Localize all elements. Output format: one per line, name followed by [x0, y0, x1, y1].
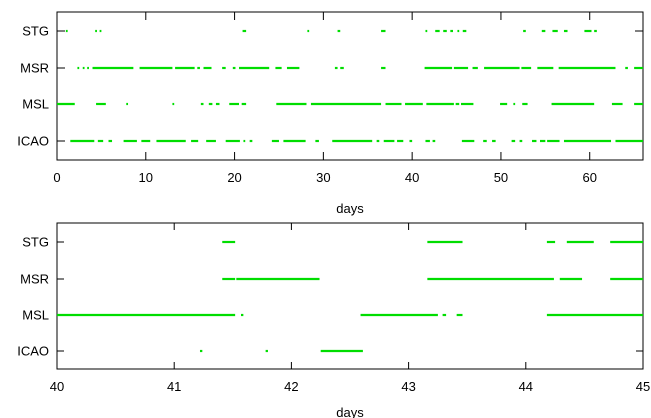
row-label-stg: STG	[22, 235, 49, 250]
plot-frame	[56, 222, 644, 370]
x-axis-label: days	[336, 405, 364, 418]
row-label-msr: MSR	[20, 272, 49, 287]
x-tick-label: 45	[636, 379, 650, 394]
row-label-msr: MSR	[20, 61, 49, 76]
x-axis-ticks: 0 10 20 30 40 50 60	[53, 12, 597, 185]
x-tick-label: 44	[519, 379, 533, 394]
chart-panel-1: 0 10 20 30 40 50 60 STG MSR MSL ICAO days	[17, 11, 644, 216]
x-tick-label: 0	[53, 170, 60, 185]
x-tick-label: 43	[401, 379, 415, 394]
x-axis-ticks: 40 41 42 43 44 45	[50, 223, 650, 394]
x-tick-label: 42	[284, 379, 298, 394]
x-tick-label: 40	[50, 379, 64, 394]
plot-frame	[56, 11, 644, 161]
x-tick-label: 40	[405, 170, 419, 185]
x-axis-label: days	[336, 201, 364, 216]
row-label-icao: ICAO	[17, 134, 49, 149]
row-label-icao: ICAO	[17, 344, 49, 359]
row-label-msl: MSL	[22, 308, 49, 323]
y-axis-rows: STG MSR MSL ICAO	[17, 235, 643, 359]
row-label-msl: MSL	[22, 97, 49, 112]
x-tick-label: 50	[494, 170, 508, 185]
row-label-stg: STG	[22, 24, 49, 39]
chart-panel-2: 40 41 42 43 44 45 STG MSR MSL ICAO days	[17, 222, 650, 418]
y-axis-rows: STG MSR MSL ICAO	[17, 24, 643, 149]
x-tick-label: 30	[316, 170, 330, 185]
x-tick-label: 41	[167, 379, 181, 394]
x-tick-label: 20	[227, 170, 241, 185]
x-tick-label: 60	[582, 170, 596, 185]
x-tick-label: 10	[139, 170, 153, 185]
